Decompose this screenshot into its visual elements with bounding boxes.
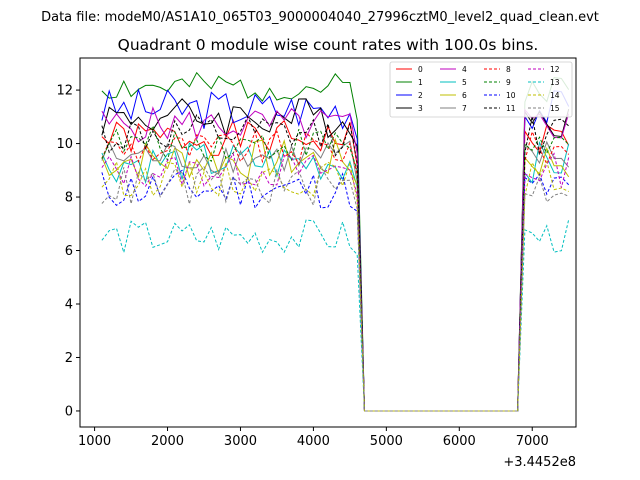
legend-label-0: 0 [418,65,423,74]
series-line-15 [101,164,569,412]
legend-box [389,61,573,118]
chart-title: Quadrant 0 module wise count rates with … [118,36,539,54]
series-line-7 [101,140,570,412]
legend-label-3: 3 [418,104,423,113]
x-axis: 1000 2000 3000 4000 5000 6000 7000 [78,427,549,449]
legend-label-13: 13 [550,78,560,87]
y-tick-label: 6 [65,244,73,259]
legend-label-6: 6 [462,91,467,100]
series-line-0 [101,119,570,412]
y-axis: 0 2 4 6 8 10 12 [56,84,80,419]
y-tick-label: 4 [65,298,73,313]
legend-label-4: 4 [462,65,467,74]
legend-label-1: 1 [418,78,423,87]
y-tick-label: 2 [65,351,73,366]
x-tick-label: 4000 [297,434,330,449]
series-line-10 [101,169,570,412]
axes-frame [79,57,577,428]
x-tick-label: 7000 [516,434,549,449]
series-line-13 [101,219,570,412]
series-line-2 [101,88,570,412]
y-tick-label: 12 [56,84,73,99]
legend-label-5: 5 [462,78,467,87]
series-line-6 [101,137,570,412]
legend-label-9: 9 [506,78,511,87]
legend-label-15: 15 [550,104,560,113]
x-tick-label: 1000 [78,434,111,449]
legend-label-11: 11 [506,104,516,113]
x-tick-label: 3000 [224,434,257,449]
x-tick-label: 6000 [443,434,476,449]
series-line-9 [101,124,570,412]
legend-label-7: 7 [462,104,467,113]
y-tick-label: 0 [65,404,73,419]
legend-label-2: 2 [418,91,423,100]
series-line-14 [101,160,569,412]
x-tick-label: 2000 [151,434,184,449]
y-tick-label: 10 [56,137,73,152]
series-line-5 [101,141,570,412]
legend-label-10: 10 [506,91,516,100]
y-tick-label: 8 [65,191,73,206]
legend-label-8: 8 [506,65,511,74]
legend-label-12: 12 [550,65,560,74]
series-layer [101,71,570,412]
x-offset-label: +3.4452e8 [503,455,576,470]
series-line-8 [101,129,570,412]
legend-label-14: 14 [550,91,560,100]
x-tick-label: 5000 [370,434,403,449]
figure-suptitle: Data file: modeM0/AS1A10_065T03_90000040… [41,10,599,25]
